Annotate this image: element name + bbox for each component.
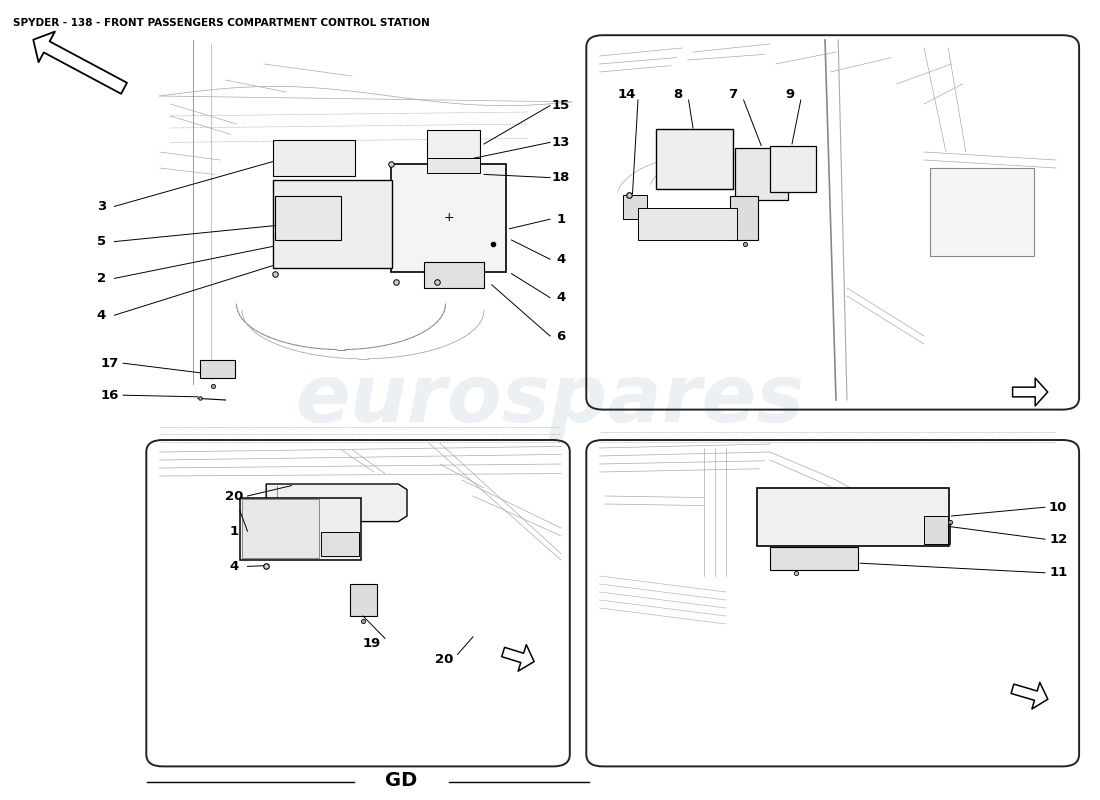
Bar <box>623 195 647 219</box>
Text: 10: 10 <box>1049 501 1067 514</box>
Bar <box>924 516 948 544</box>
Text: 12: 12 <box>1049 533 1067 546</box>
Text: 17: 17 <box>101 357 119 370</box>
Text: 4: 4 <box>230 560 239 573</box>
Text: +: + <box>443 211 454 224</box>
Text: 5: 5 <box>97 235 106 248</box>
Bar <box>770 146 816 192</box>
Text: 11: 11 <box>1049 566 1067 579</box>
Text: 4: 4 <box>557 253 565 266</box>
Text: 14: 14 <box>618 88 636 101</box>
Bar <box>757 488 949 546</box>
Bar <box>638 208 737 240</box>
Bar <box>427 130 480 160</box>
Bar <box>735 148 788 200</box>
Bar <box>275 196 341 240</box>
Bar <box>273 180 392 268</box>
Text: 8: 8 <box>673 88 682 101</box>
Bar <box>427 158 480 173</box>
Text: SPYDER - 138 - FRONT PASSENGERS COMPARTMENT CONTROL STATION: SPYDER - 138 - FRONT PASSENGERS COMPARTM… <box>13 18 430 27</box>
Bar <box>770 547 858 570</box>
Text: 19: 19 <box>363 637 381 650</box>
Bar <box>273 140 355 176</box>
Text: 4: 4 <box>97 309 106 322</box>
Text: 13: 13 <box>552 136 570 149</box>
Bar <box>424 262 484 288</box>
Text: 20: 20 <box>436 653 453 666</box>
Text: eurospares: eurospares <box>296 361 804 439</box>
Bar <box>350 584 377 616</box>
Text: 15: 15 <box>552 99 570 112</box>
Text: 16: 16 <box>101 389 119 402</box>
Text: 1: 1 <box>557 213 565 226</box>
Text: 3: 3 <box>97 200 106 213</box>
Text: 2: 2 <box>97 272 106 285</box>
Bar <box>242 499 319 558</box>
Text: 6: 6 <box>557 330 565 342</box>
Text: GD: GD <box>385 771 418 790</box>
Text: 4: 4 <box>557 291 565 304</box>
Text: 18: 18 <box>552 171 570 184</box>
Text: 20: 20 <box>226 490 243 502</box>
Bar <box>730 196 758 240</box>
Text: 9: 9 <box>785 88 794 101</box>
Bar <box>930 168 1034 256</box>
Bar <box>240 498 361 560</box>
Bar <box>321 532 359 556</box>
Text: 1: 1 <box>230 525 239 538</box>
Bar <box>656 129 733 189</box>
Text: 7: 7 <box>728 88 737 101</box>
Bar <box>200 360 235 378</box>
Polygon shape <box>266 484 407 522</box>
Bar <box>390 164 506 272</box>
